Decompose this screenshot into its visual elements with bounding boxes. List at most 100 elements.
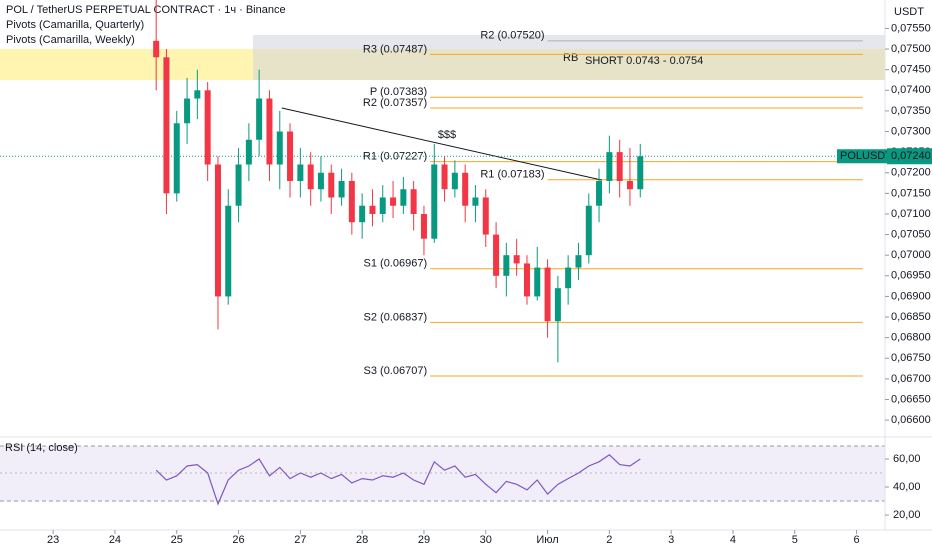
candle-body [379, 197, 386, 214]
rsi-line [155, 454, 641, 506]
candle-body [482, 197, 489, 235]
candle-body [276, 131, 283, 165]
candle-body [194, 90, 201, 99]
candle-body [534, 267, 541, 297]
y-tick-label: 0,07150 [891, 187, 931, 199]
candle-body [214, 164, 221, 297]
rsi-y-tick-label: 20,00 [893, 509, 921, 521]
candle-body [410, 189, 417, 214]
pivot-label: R2 (0.07520) [480, 30, 544, 42]
rsi-y-tick-label: 60,00 [893, 453, 921, 465]
x-tick-label: 24 [109, 534, 121, 546]
candle-body [575, 255, 582, 268]
indicator-label: Pivots (Camarilla, Quarterly) [6, 19, 144, 31]
candle-body [225, 205, 232, 297]
y-tick-label: 0,07000 [891, 249, 931, 261]
chart-title: POL / TetherUS PERPETUAL CONTRACT · 1ч ·… [6, 4, 286, 16]
candle-body [493, 234, 500, 276]
candle-body [565, 267, 572, 289]
y-tick-label: 0,07450 [891, 64, 931, 76]
x-tick-label: 4 [730, 534, 736, 546]
y-tick-label: 0,07300 [891, 125, 931, 137]
candle-body [173, 123, 180, 194]
pivot-label: R2 (0.07357) [363, 97, 427, 109]
candle-body [348, 180, 355, 223]
candle-body [287, 131, 294, 181]
symbol-tag [837, 149, 887, 164]
annotation: $$$ [438, 129, 456, 141]
candle-body [307, 164, 314, 190]
candle-body [596, 180, 603, 206]
pivot-label: R3 (0.07487) [363, 43, 427, 55]
y-tick-label: 0,07100 [891, 208, 931, 220]
y-tick-label: 0,06700 [891, 373, 931, 385]
y-tick-label: 0,06900 [891, 290, 931, 302]
y-tick-label: 0,06850 [891, 311, 931, 323]
price-label: 0,07240 [891, 150, 931, 162]
price-tag [887, 148, 932, 165]
candle-body [256, 98, 263, 140]
candle-body [245, 139, 252, 165]
rsi-title: RSI (14, close) [5, 442, 78, 454]
pivot-label: S2 (0.06837) [364, 311, 428, 323]
pivot-label: S3 (0.06707) [364, 365, 428, 377]
candle-body [544, 267, 551, 322]
y-tick-label: 0,07400 [891, 84, 931, 96]
candle-body [359, 205, 366, 223]
candle-body [637, 156, 644, 190]
x-tick-label: Июл [536, 534, 558, 546]
candle-body [163, 57, 170, 194]
x-tick-label: 25 [171, 534, 183, 546]
candle-body [297, 164, 304, 181]
candle-body [606, 152, 613, 181]
candle-body [626, 180, 633, 190]
trend-line [281, 107, 603, 181]
candle-body [266, 98, 273, 165]
rsi-y-tick-label: 40,00 [893, 481, 921, 493]
x-tick-label: 28 [356, 534, 368, 546]
y-tick-label: 0,06800 [891, 332, 931, 344]
candle-body [338, 180, 345, 198]
y-tick-label: 0,07200 [891, 167, 931, 179]
zone-gray [253, 35, 885, 80]
y-tick-label: 0,07500 [891, 43, 931, 55]
candle-body [462, 172, 469, 206]
candle-body [585, 205, 592, 256]
x-tick-label: 5 [792, 534, 798, 546]
pivot-label: R1 (0.07227) [363, 151, 427, 163]
x-tick-label: 23 [47, 534, 59, 546]
indicator-label: Pivots (Camarilla, Weekly) [6, 34, 135, 46]
symbol-label: POLUSDT.P [840, 150, 901, 162]
zone-text: SHORT 0.0743 - 0.0754 [585, 55, 703, 67]
pivot-label: P (0.07383) [370, 86, 427, 98]
y-tick-label: 0,07050 [891, 228, 931, 240]
rsi-band [0, 446, 885, 501]
candle-body [616, 152, 623, 181]
x-tick-label: 30 [480, 534, 492, 546]
x-tick-label: 2 [606, 534, 612, 546]
y-tick-label: 0,06750 [891, 352, 931, 364]
candle-body [328, 172, 335, 198]
y-tick-label: 0,06950 [891, 270, 931, 282]
x-tick-label: 3 [668, 534, 674, 546]
pivot-label: R1 (0.07183) [480, 169, 544, 181]
zone-name: RB [563, 52, 578, 64]
y-tick-label: 0,06600 [891, 414, 931, 426]
pivot-label: S1 (0.06967) [364, 258, 428, 270]
y-tick-label: 0,07350 [891, 105, 931, 117]
candle-body [451, 172, 458, 190]
candle-body [369, 205, 376, 214]
candle-body [184, 98, 191, 124]
candle-body [523, 263, 530, 297]
x-tick-label: 27 [294, 534, 306, 546]
y-tick-label: 0,07550 [891, 22, 931, 34]
candle-body [153, 40, 160, 58]
y-tick-label: 0,06650 [891, 393, 931, 405]
candle-body [554, 288, 561, 322]
candle-body [204, 90, 211, 165]
candle-body [441, 164, 448, 190]
axis-unit: USDT [894, 6, 924, 18]
candle-body [513, 255, 520, 264]
candle-body [235, 164, 242, 206]
